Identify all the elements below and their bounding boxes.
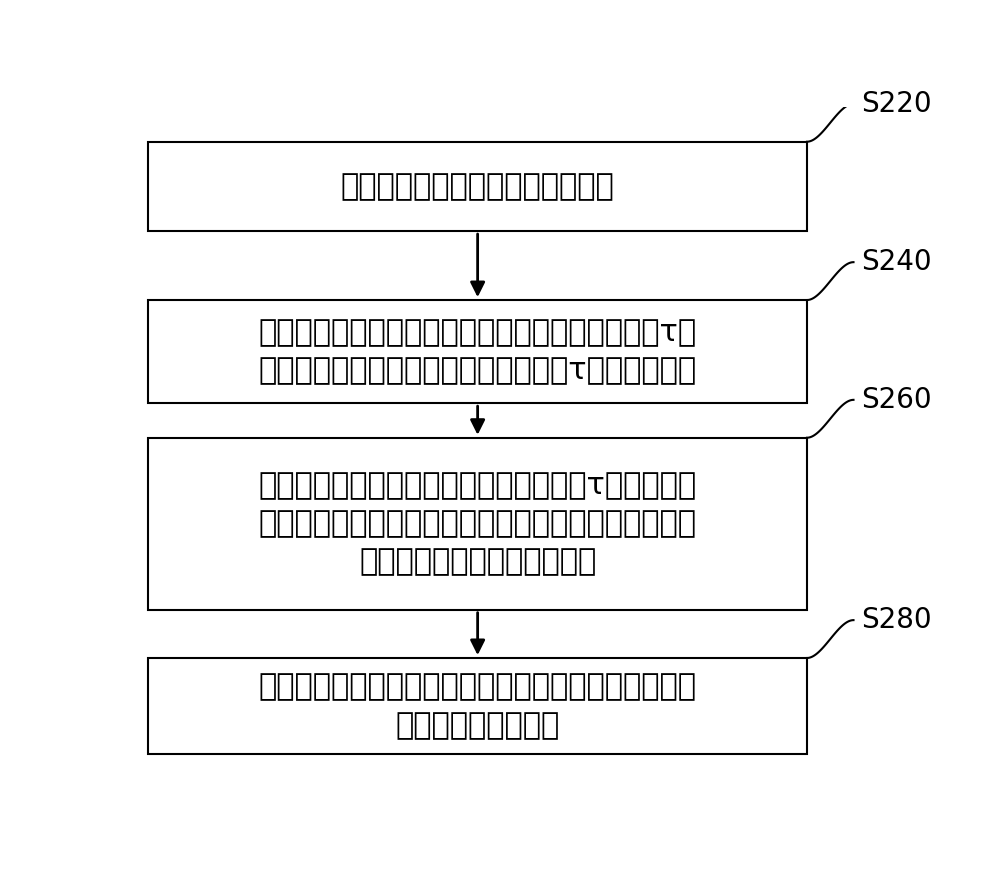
FancyBboxPatch shape	[148, 141, 807, 232]
Text: S280: S280	[861, 606, 932, 634]
FancyBboxPatch shape	[148, 300, 807, 403]
FancyBboxPatch shape	[148, 438, 807, 610]
Text: S240: S240	[861, 249, 932, 276]
Text: 根据直流母线电压参考值控制直流母线电压，实现平滑
风机系统的输出功率: 根据直流母线电压参考值控制直流母线电压，实现平滑 风机系统的输出功率	[259, 672, 697, 739]
Text: 基于直流母线电压的平滑变化范围，根据时间常数τ最
大值计算公式进行分析，获得时间常数τ允许的最大值: 基于直流母线电压的平滑变化范围，根据时间常数τ最 大值计算公式进行分析，获得时间…	[259, 318, 697, 385]
Text: 获取直流母线电压的平滑变化范围: 获取直流母线电压的平滑变化范围	[341, 172, 614, 201]
FancyBboxPatch shape	[148, 658, 807, 755]
Text: S260: S260	[861, 386, 932, 414]
Text: 采用时间分段控制的方式，基于时间常数τ能够允许允
许的最大值，根据直流母线电压参考值计算公式进行分
析，确定直流母线电压参考值: 采用时间分段控制的方式，基于时间常数τ能够允许允 许的最大值，根据直流母线电压参…	[259, 471, 697, 577]
Text: S220: S220	[861, 89, 932, 118]
